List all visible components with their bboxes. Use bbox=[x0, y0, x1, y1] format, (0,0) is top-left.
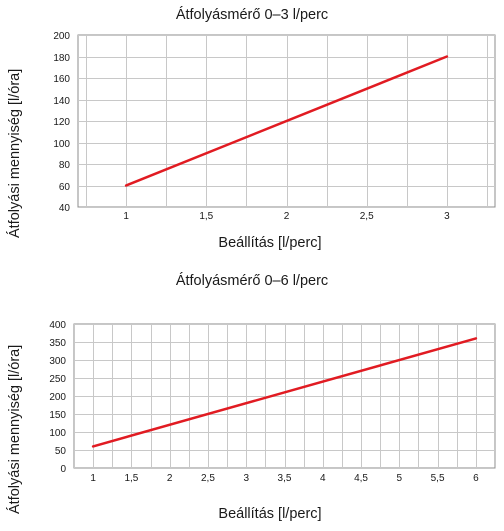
y-tick-label: 60 bbox=[59, 182, 71, 193]
chart-svg: 40 60 80 100 120 140 160 180 200 1 1,5 2 2,5 3 bbox=[53, 31, 496, 222]
y-tick-label: 120 bbox=[53, 117, 70, 128]
y-tick-label: 100 bbox=[53, 139, 70, 150]
chart-0-6: Átfolyásmérő 0–6 l/perc 0 50 100 150 200 250 3… bbox=[0, 266, 504, 531]
y-tick-label: 200 bbox=[53, 31, 70, 42]
y-tick-label: 140 bbox=[53, 96, 70, 107]
chart-title: Átfolyásmérő 0–3 l/perc bbox=[175, 7, 329, 23]
x-tick-label: 2,5 bbox=[201, 473, 215, 484]
x-tick-label: 3 bbox=[243, 473, 249, 484]
x-tick-label: 5,5 bbox=[431, 473, 445, 484]
y-tick-label: 150 bbox=[49, 410, 66, 421]
series-line bbox=[124, 55, 449, 187]
x-tick-label: 2,5 bbox=[360, 211, 374, 222]
y-tick-label: 100 bbox=[49, 428, 66, 439]
x-tick-label: 1,5 bbox=[124, 473, 138, 484]
x-tick-label: 6 bbox=[473, 473, 479, 484]
x-tick-label: 1 bbox=[123, 211, 129, 222]
y-tick-label: 400 bbox=[49, 320, 66, 331]
y-tick-label: 180 bbox=[53, 53, 70, 64]
x-tick-label: 4 bbox=[320, 473, 326, 484]
chart-title: Átfolyásmérő 0–6 l/perc bbox=[175, 273, 329, 289]
y-tick-label: 40 bbox=[59, 203, 71, 214]
x-tick-label: 2 bbox=[284, 211, 290, 222]
y-tick-label: 250 bbox=[49, 374, 66, 385]
x-tick-label: 3 bbox=[444, 211, 450, 222]
y-tick-label: 50 bbox=[55, 446, 67, 457]
x-tick-label: 1 bbox=[90, 473, 96, 484]
chart-svg: 0 50 100 150 200 250 300 350 400 1 1,5 2 2,5 3 3,5 4 4,5… bbox=[49, 320, 496, 484]
chart-0-3: Átfolyásmérő 0–3 l/perc 40 60 80 100 120 140 1… bbox=[0, 0, 504, 265]
y-axis-title: Átfolyási mennyiség [l/óra] bbox=[7, 344, 23, 514]
x-tick-label: 5 bbox=[397, 473, 403, 484]
y-tick-label: 350 bbox=[49, 338, 66, 349]
y-tick-label: 80 bbox=[59, 160, 71, 171]
y-tick-label: 160 bbox=[53, 74, 70, 85]
y-tick-label: 200 bbox=[49, 392, 66, 403]
x-tick-label: 3,5 bbox=[278, 473, 292, 484]
x-tick-label: 2 bbox=[167, 473, 173, 484]
series-line bbox=[91, 337, 478, 448]
y-tick-label: 0 bbox=[60, 464, 66, 475]
y-axis-title: Átfolyási mennyiség [l/óra] bbox=[7, 68, 23, 238]
x-axis-title: Beállítás [l/perc] bbox=[218, 235, 322, 251]
x-axis-title: Beállítás [l/perc] bbox=[218, 506, 322, 522]
x-tick-label: 1,5 bbox=[199, 211, 213, 222]
x-tick-label: 4,5 bbox=[354, 473, 368, 484]
y-tick-label: 300 bbox=[49, 356, 66, 367]
